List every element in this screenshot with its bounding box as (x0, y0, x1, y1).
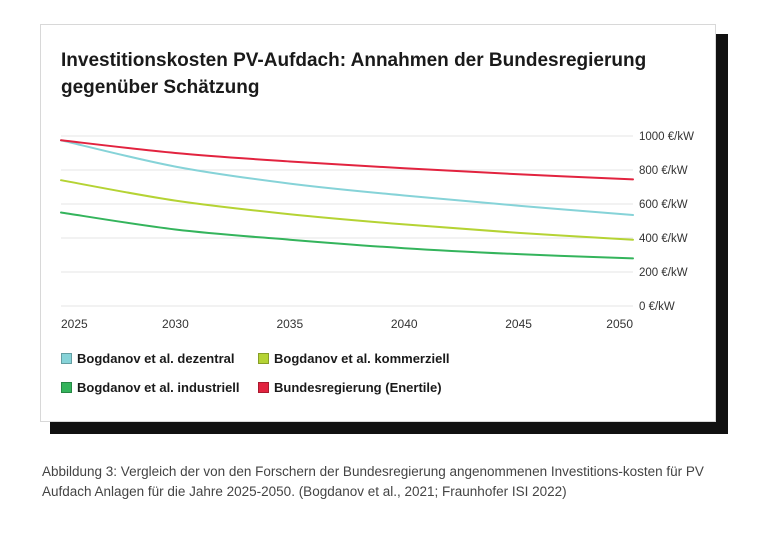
line-chart: 0 €/kW 200 €/kW 400 €/kW 600 €/kW 800 €/kW 10… (60, 131, 694, 331)
chart-title: Investitionskosten PV-Aufdach: Annahmen … (61, 50, 647, 98)
legend-swatch (61, 382, 72, 393)
x-tick-label: 2045 (505, 317, 532, 331)
x-tick-label: 2050 (606, 317, 633, 331)
series-line-1 (60, 139, 634, 217)
x-tick-label: 2025 (61, 317, 88, 331)
y-tick-label: 0 €/kW (639, 301, 675, 313)
y-tick-label: 600 €/kW (639, 199, 688, 211)
legend-item: Bundesregierung (Enertile) (258, 380, 442, 395)
legend-swatch (258, 382, 269, 393)
y-tick-label: 800 €/kW (639, 165, 688, 177)
legend-item: Bogdanov et al. industriell (61, 380, 240, 395)
legend-item: Bogdanov et al. dezentral (61, 351, 234, 366)
x-tick-label: 2035 (276, 317, 303, 331)
series-line-2 (60, 179, 634, 241)
series-line-3 (60, 211, 634, 260)
legend-label: Bundesregierung (Enertile) (274, 380, 442, 395)
legend-label: Bogdanov et al. kommerziell (274, 351, 450, 366)
legend-label: Bogdanov et al. dezentral (77, 351, 235, 366)
y-tick-label: 1000 €/kW (639, 131, 694, 143)
y-tick-label: 400 €/kW (639, 233, 688, 245)
x-tick-label: 2030 (162, 317, 189, 331)
series-line-4 (60, 139, 634, 181)
legend-label: Bogdanov et al. industriell (77, 380, 240, 395)
figure-caption: Abbildung 3: Vergleich der von den Forsc… (42, 464, 704, 499)
x-tick-label: 2040 (391, 317, 418, 331)
y-tick-label: 200 €/kW (639, 267, 688, 279)
chart-card: Investitionskosten PV-Aufdach: Annahmen … (40, 24, 716, 422)
legend-swatch (61, 353, 72, 364)
legend-swatch (258, 353, 269, 364)
legend-item: Bogdanov et al. kommerziell (258, 351, 450, 366)
